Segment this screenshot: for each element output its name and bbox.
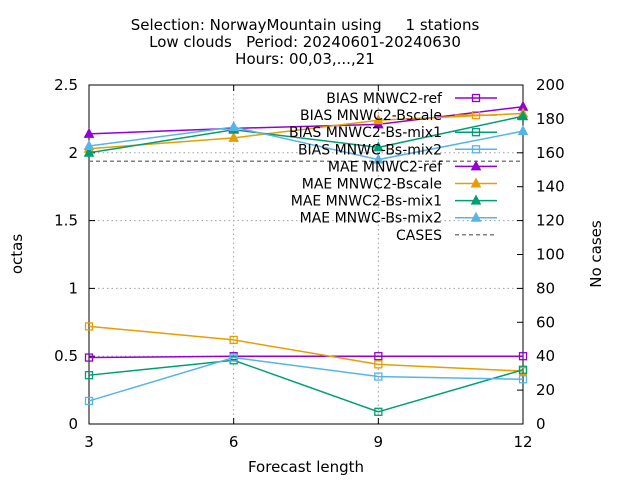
data-point bbox=[374, 352, 383, 361]
y2-tick-label: 20 bbox=[536, 381, 555, 399]
legend-label: MAE MNWC2-Bscale bbox=[302, 177, 442, 193]
legend-label: BIAS MNWC2-Bs-mix1 bbox=[289, 125, 442, 141]
series-1 bbox=[84, 352, 528, 362]
legend-label: MAE MNWC-Bs-mix2 bbox=[300, 211, 442, 227]
y2-tick-label: 80 bbox=[536, 279, 555, 297]
y2-axis-label: No cases bbox=[587, 220, 605, 288]
title-line-3: Hours: 00,03,...,21 bbox=[235, 50, 375, 68]
data-point bbox=[229, 335, 238, 345]
series-lines bbox=[83, 100, 529, 416]
y-tick-label: 0.5 bbox=[54, 347, 78, 365]
data-point bbox=[374, 407, 383, 416]
legend-item: CASES bbox=[396, 228, 497, 244]
data-point bbox=[84, 353, 94, 362]
y2-tick-label: 100 bbox=[536, 246, 565, 264]
y2-tick-label: 60 bbox=[536, 313, 555, 331]
series-line bbox=[88, 325, 524, 372]
legend-marker bbox=[471, 128, 481, 137]
legend-item: MAE MNWC2-ref bbox=[328, 159, 497, 175]
data-point bbox=[228, 120, 239, 132]
data-point bbox=[373, 114, 384, 125]
data-point bbox=[518, 375, 528, 384]
series-line bbox=[88, 115, 524, 154]
legend-item: MAE MNWC2-Bscale bbox=[302, 177, 497, 193]
data-point bbox=[374, 360, 383, 369]
title-line-1: Selection: NorwayMountain using 1 statio… bbox=[131, 16, 480, 34]
legend-marker bbox=[470, 160, 482, 171]
series-line bbox=[88, 359, 524, 413]
y-tick-label: 0 bbox=[68, 415, 78, 433]
data-point bbox=[518, 352, 528, 361]
data-point bbox=[517, 110, 529, 121]
legend-label: CASES bbox=[396, 228, 442, 244]
data-point bbox=[374, 372, 383, 381]
data-point bbox=[83, 127, 95, 138]
data-point bbox=[518, 365, 528, 374]
data-point bbox=[517, 125, 529, 136]
data-point bbox=[83, 139, 95, 151]
data-point bbox=[84, 322, 94, 331]
series-3 bbox=[84, 356, 528, 416]
series-line bbox=[88, 105, 524, 135]
legend-marker bbox=[470, 211, 482, 222]
y-tick-label: 1 bbox=[68, 279, 78, 297]
series-line bbox=[88, 112, 524, 150]
legend-marker bbox=[471, 93, 481, 103]
legend-label: BIAS MNWC-Bs-mix2 bbox=[298, 142, 442, 158]
y2-tick-label: 120 bbox=[536, 212, 565, 230]
data-point bbox=[84, 371, 94, 380]
y2-tick-label: 140 bbox=[536, 178, 565, 196]
x-tick-label: 12 bbox=[513, 433, 532, 451]
x-tick-label: 6 bbox=[229, 433, 239, 451]
series-line bbox=[88, 356, 524, 402]
legend-label: BIAS MNWC2-ref bbox=[326, 91, 443, 107]
data-point bbox=[83, 146, 95, 157]
x-tick-label: 9 bbox=[374, 433, 384, 451]
legend-item: BIAS MNWC2-ref bbox=[326, 91, 497, 107]
legend-label: BIAS MNWC2-Bscale bbox=[300, 108, 442, 124]
x-tick-label: 3 bbox=[84, 433, 94, 451]
chart-title: Selection: NorwayMountain using 1 statio… bbox=[131, 16, 480, 68]
legend-item: MAE MNWC2-Bs-mix1 bbox=[291, 194, 497, 210]
legend-item: BIAS MNWC-Bs-mix2 bbox=[298, 142, 497, 158]
legend-marker bbox=[470, 177, 482, 188]
legend-item: BIAS MNWC2-Bs-mix1 bbox=[289, 125, 497, 141]
y2-tick-label: 160 bbox=[536, 144, 565, 162]
legend-label: MAE MNWC2-ref bbox=[328, 159, 443, 175]
y-tick-label: 1.5 bbox=[54, 212, 78, 230]
y2-tick-label: 0 bbox=[536, 415, 546, 433]
series-line bbox=[88, 355, 523, 359]
data-point bbox=[228, 131, 239, 142]
y-tick-label: 2.5 bbox=[54, 76, 78, 94]
legend-marker bbox=[471, 110, 481, 120]
title-line-2: Low clouds Period: 20240601-20240630 bbox=[149, 33, 461, 51]
y-axis-label: octas bbox=[8, 234, 26, 274]
legend-item: BIAS MNWC2-Bscale bbox=[300, 108, 497, 124]
series-8 bbox=[83, 120, 529, 164]
legend-label: MAE MNWC2-Bs-mix1 bbox=[291, 194, 442, 210]
y2-tick-label: 180 bbox=[536, 110, 565, 128]
y2-tick-label: 200 bbox=[536, 76, 565, 94]
series-4 bbox=[84, 353, 528, 406]
legend-item: MAE MNWC-Bs-mix2 bbox=[300, 211, 497, 227]
data-point bbox=[229, 353, 238, 362]
data-point bbox=[373, 141, 384, 152]
y-tick-label: 2 bbox=[68, 144, 78, 162]
y2-tick-label: 40 bbox=[536, 347, 555, 365]
data-point bbox=[84, 396, 94, 406]
x-axis-label: Forecast length bbox=[248, 458, 364, 476]
series-line bbox=[88, 126, 524, 161]
legend-marker bbox=[471, 145, 481, 154]
legend-marker bbox=[470, 194, 482, 205]
